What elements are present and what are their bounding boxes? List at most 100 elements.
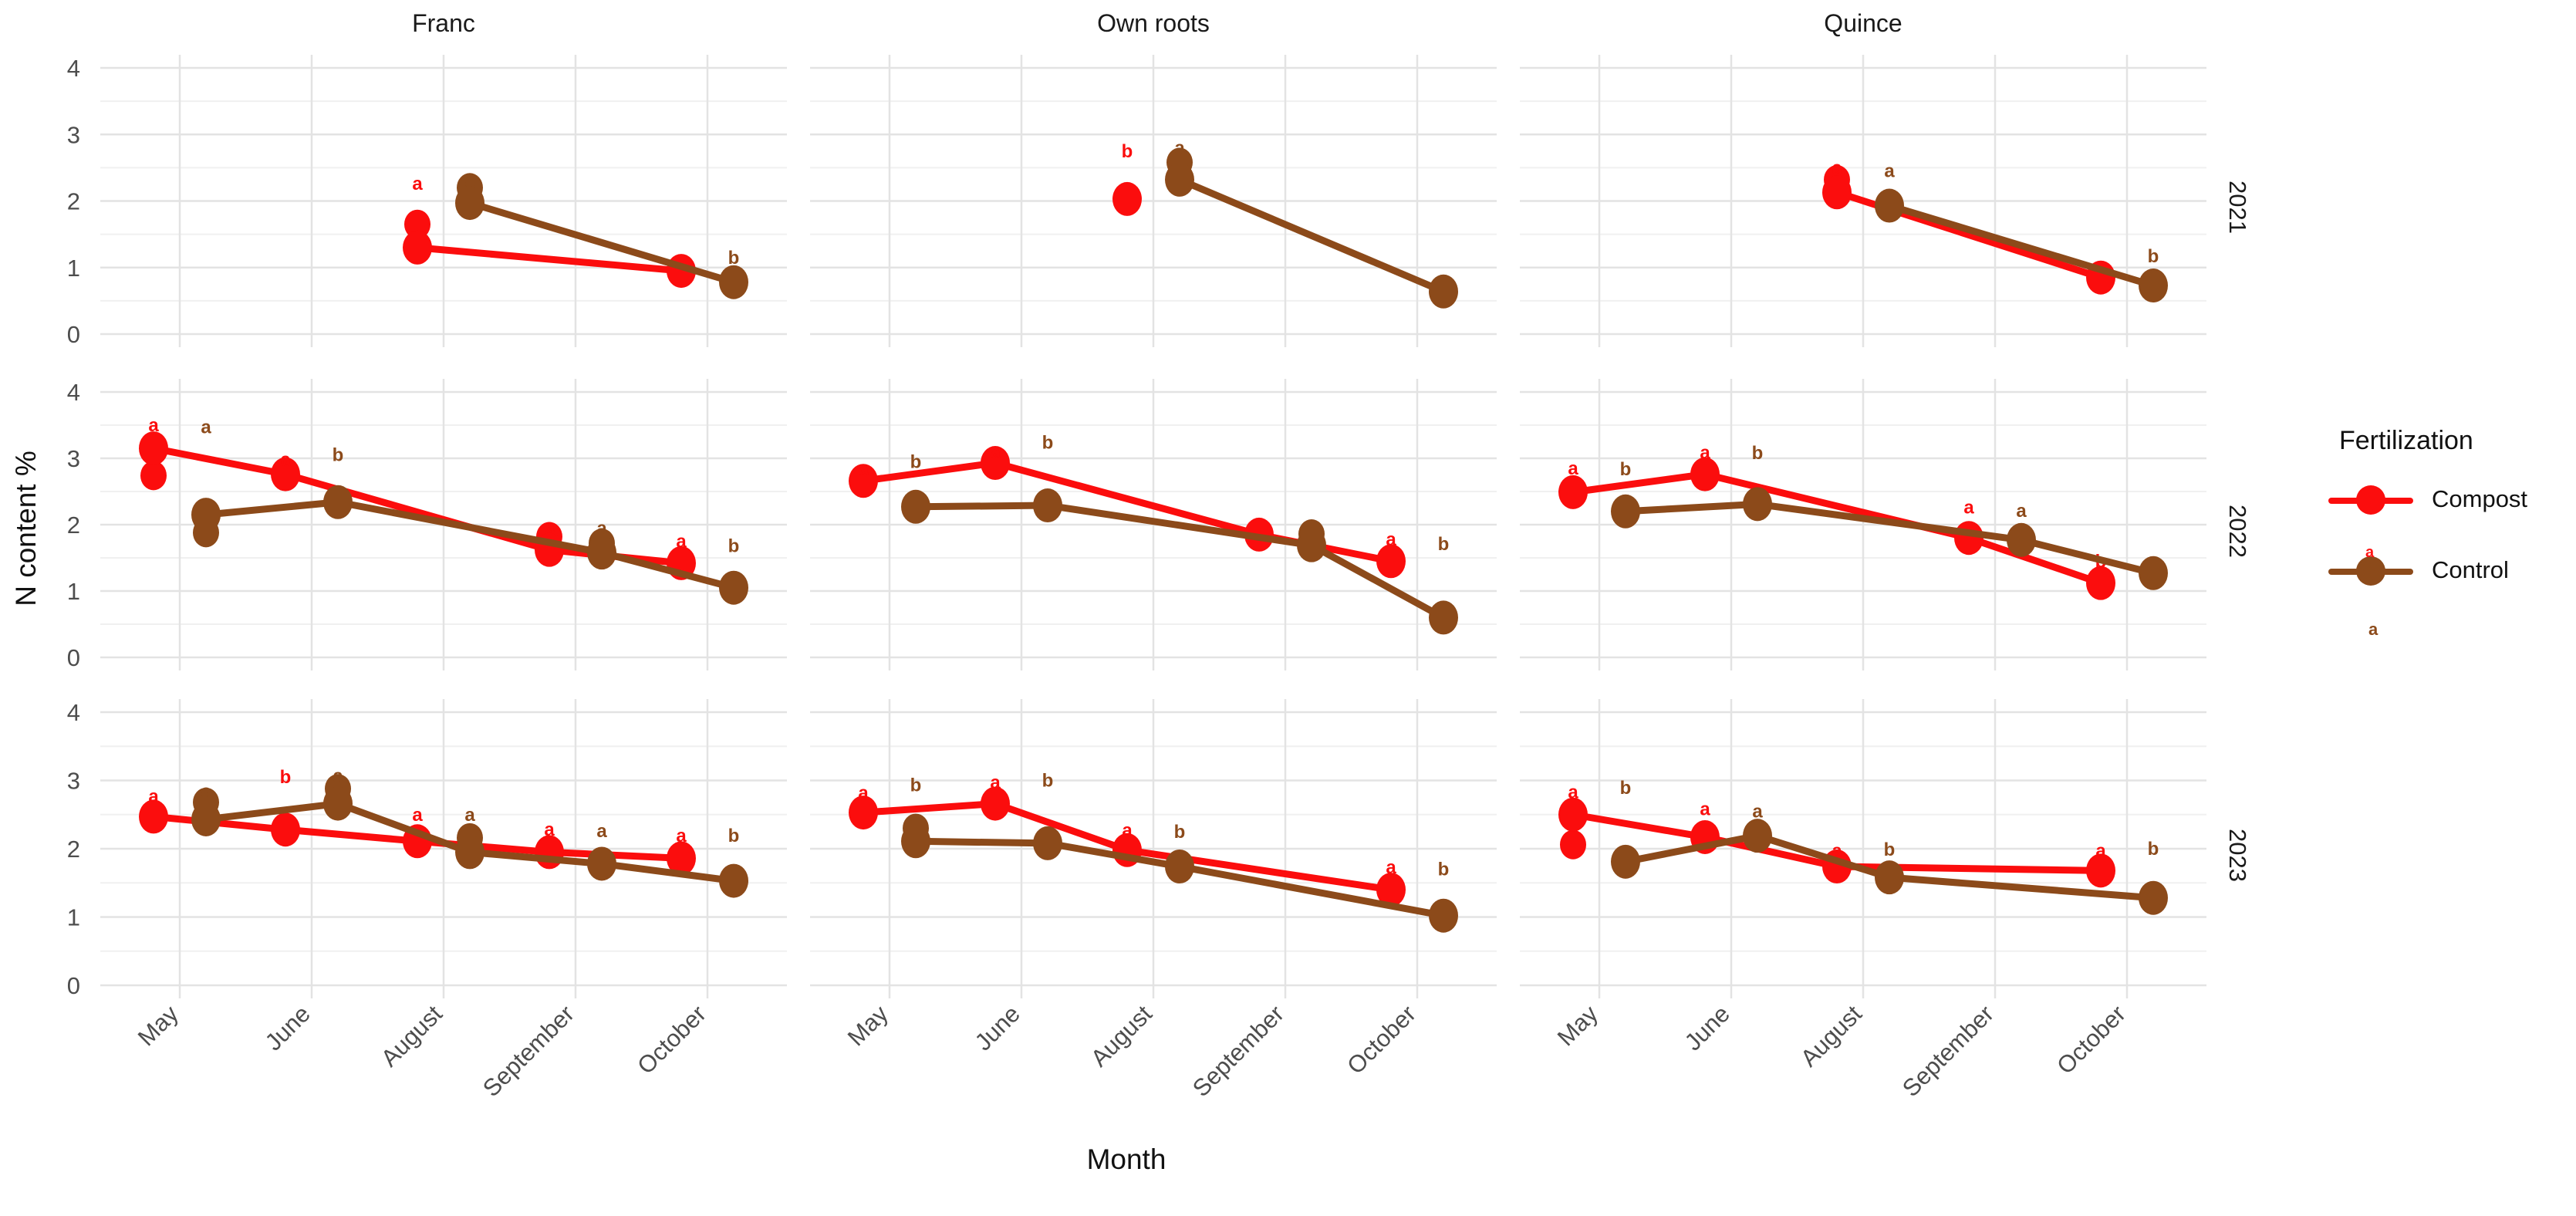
legend-label-compost: Compost [2432, 485, 2528, 512]
facet-row-strip-2021: 2021 [2224, 181, 2251, 234]
significance-letter: b [1620, 778, 1632, 799]
significance-letter: b [910, 775, 922, 796]
y-tick-label: 0 [67, 321, 80, 348]
y-tick-label: 3 [67, 768, 80, 795]
y-tick-label: 1 [67, 255, 80, 282]
facet-row-strip-2022: 2022 [2224, 505, 2251, 558]
facet-column-title-own-roots: Own roots [1097, 9, 1210, 37]
facet-column-title-franc: Franc [412, 9, 475, 37]
significance-letter: a [596, 821, 607, 842]
significance-letter: b [2148, 246, 2159, 267]
x-tick-label-september: September [1187, 1000, 1289, 1102]
significance-letter: a [464, 805, 475, 826]
significance-letter: b [1438, 860, 1450, 880]
significance-letter: a [148, 415, 159, 436]
significance-letter: a [676, 826, 687, 846]
x-tick-label-october: October [2051, 1000, 2131, 1079]
significance-letter: b [1884, 839, 1896, 860]
significance-letter: b [1620, 459, 1632, 480]
significance-letter: a [2095, 841, 2106, 862]
significance-letter: a [1700, 442, 1710, 463]
x-axis-title: Month [1086, 1143, 1166, 1175]
significance-letter: a [333, 765, 343, 786]
compost-key-icon [2328, 485, 2413, 515]
significance-letter: b [728, 826, 740, 846]
y-tick-label: 1 [67, 904, 80, 931]
legend: Fertilization Compost a Control a [2328, 426, 2575, 640]
significance-letter: a [596, 518, 607, 539]
x-tick-label-june: June [260, 1000, 316, 1056]
significance-letter: a [990, 441, 1001, 462]
significance-letter: b [1042, 432, 1054, 453]
y-axis-title: N content % [10, 451, 42, 606]
significance-letter: a [464, 171, 475, 192]
y-tick-label: 0 [67, 972, 80, 999]
control-key-icon: a [2328, 544, 2413, 586]
y-tick-label: 4 [67, 55, 80, 82]
legend-key-letter-a-red: a [2365, 544, 2375, 561]
significance-letter: a [1386, 529, 1396, 550]
x-tick-label-august: August [376, 1000, 447, 1072]
significance-letter: a [1832, 157, 1842, 178]
significance-letter: a [1122, 820, 1133, 841]
significance-letter: a [1963, 498, 1974, 518]
significance-letter: b [2148, 839, 2159, 860]
significance-letter: b [910, 451, 922, 472]
x-tick-label-may: May [1552, 1000, 1604, 1052]
y-tick-label: 0 [67, 644, 80, 671]
y-tick-label: 4 [67, 699, 80, 726]
significance-letter: b [1438, 534, 1450, 555]
y-tick-label: 2 [67, 836, 80, 863]
significance-letter: a [280, 450, 291, 471]
significance-letter: a [1752, 801, 1763, 822]
x-tick-label-may: May [842, 1000, 894, 1052]
significance-letter: a [1568, 458, 1578, 479]
legend-title: Fertilization [2339, 426, 2473, 455]
facet-column-title-quince: Quince [1824, 9, 1902, 37]
significance-letter: a [1832, 841, 1842, 862]
x-tick-label-september: September [478, 1000, 579, 1102]
y-tick-label: 4 [67, 379, 80, 406]
legend-label-control: Control [2432, 556, 2509, 583]
significance-letter: a [1568, 782, 1578, 803]
significance-letter: a [1884, 161, 1895, 182]
x-tick-label-august: August [1085, 1000, 1157, 1072]
legend-letter-a-glyph: a [2368, 620, 2378, 639]
significance-letter: b [1752, 443, 1764, 464]
x-tick-label-may: May [133, 1000, 184, 1052]
y-tick-label: 2 [67, 188, 80, 215]
significance-letter: b [1174, 822, 1186, 843]
significance-letter: a [858, 782, 869, 803]
significance-letter: a [412, 805, 423, 826]
x-tick-label-september: September [1897, 1000, 1999, 1102]
significance-letter: a [544, 516, 555, 537]
significance-letter: a [201, 782, 211, 802]
x-tick-label-june: June [970, 1000, 1025, 1056]
x-tick-label-october: October [632, 1000, 711, 1079]
significance-letter: b [728, 248, 740, 269]
significance-letter: a [1174, 138, 1185, 159]
significance-letter: a [676, 532, 687, 552]
significance-letter: a [201, 417, 211, 438]
y-tick-label: 2 [67, 512, 80, 539]
significance-letter: a [858, 458, 869, 479]
significance-letter: b [1122, 141, 1133, 162]
significance-letter: b [333, 445, 344, 466]
x-tick-label-october: October [1342, 1000, 1421, 1079]
x-tick-label-august: August [1795, 1000, 1867, 1072]
significance-letter: b [1042, 771, 1054, 792]
significance-letter: a [544, 819, 555, 840]
significance-letter: a [1386, 857, 1396, 878]
significance-letter: a [2016, 501, 2027, 522]
facet-row-strip-2023: 2023 [2224, 829, 2251, 882]
significance-letter: a [412, 174, 423, 194]
legend-item-control: a Control [2328, 544, 2575, 593]
x-tick-label-june: June [1680, 1000, 1735, 1056]
y-tick-label: 1 [67, 578, 80, 605]
significance-letter: a [1700, 799, 1710, 820]
y-tick-label: 3 [67, 445, 80, 472]
significance-letter: a [990, 772, 1001, 793]
